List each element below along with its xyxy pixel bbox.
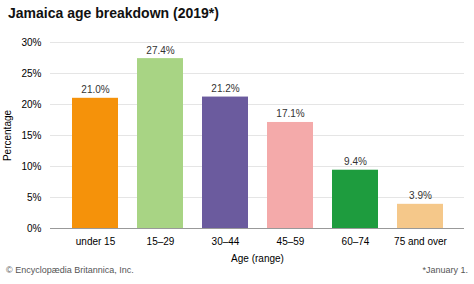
svg-text:17.1%: 17.1% xyxy=(276,108,304,119)
svg-text:15–29: 15–29 xyxy=(147,236,175,247)
svg-text:60–74: 60–74 xyxy=(342,236,370,247)
html-text:*January 1.: *January 1. xyxy=(422,265,468,275)
html-text:© Encyclopædia Britannica, Inc: © Encyclopædia Britannica, Inc. xyxy=(6,265,134,275)
svg-text:9.4%: 9.4% xyxy=(344,156,367,167)
svg-text:under 15: under 15 xyxy=(76,236,116,247)
svg-text:5%: 5% xyxy=(27,192,42,203)
svg-text:10%: 10% xyxy=(21,161,41,172)
svg-text:45–59: 45–59 xyxy=(277,236,305,247)
svg-text:0%: 0% xyxy=(27,223,42,234)
svg-text:15%: 15% xyxy=(21,130,41,141)
svg-text:75 and over: 75 and over xyxy=(394,236,447,247)
svg-text:3.9%: 3.9% xyxy=(409,190,432,201)
svg-text:25%: 25% xyxy=(21,68,41,79)
svg-text:27.4%: 27.4% xyxy=(146,45,174,56)
svg-text:Percentage: Percentage xyxy=(2,109,13,161)
svg-text:30–44: 30–44 xyxy=(212,236,240,247)
svg-text:30%: 30% xyxy=(21,37,41,48)
html-text:Jamaica age breakdown (2019*): Jamaica age breakdown (2019*) xyxy=(8,5,219,21)
svg-text:Age (range): Age (range) xyxy=(231,253,284,264)
svg-text:20%: 20% xyxy=(21,99,41,110)
svg-text:21.0%: 21.0% xyxy=(81,84,109,95)
svg-text:21.2%: 21.2% xyxy=(211,83,239,94)
